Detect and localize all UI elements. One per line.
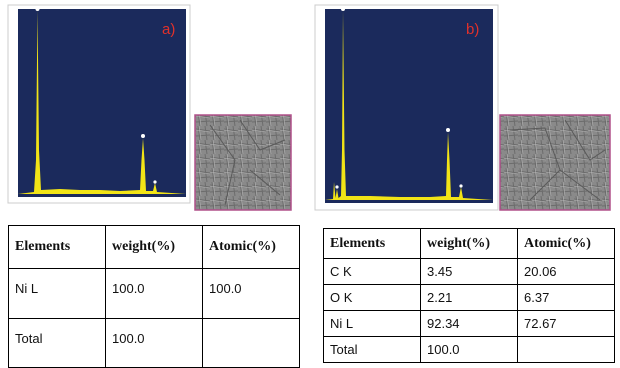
header-cell: weight(%) [421, 229, 518, 259]
micrograph-b [500, 115, 610, 210]
table-cell: 92.34 [421, 311, 518, 337]
spectrum-a: a) [8, 5, 190, 203]
table-cell: Ni L [9, 269, 106, 319]
header-cell: Atomic(%) [203, 226, 300, 269]
header-cell: Elements [324, 229, 421, 259]
table-cell: 100.0 [421, 337, 518, 363]
table-cell: 3.45 [421, 259, 518, 285]
header-cell: Atomic(%) [518, 229, 615, 259]
micrograph-a [195, 115, 291, 210]
table-cell: Total [9, 319, 106, 368]
header-cell: weight(%) [106, 226, 203, 269]
panel-label: a) [162, 21, 175, 38]
table-cell: O K [324, 285, 421, 311]
table-cell: 20.06 [518, 259, 615, 285]
table-cell: 2.21 [421, 285, 518, 311]
table-cell: 100.0 [106, 319, 203, 368]
table-cell: C K [324, 259, 421, 285]
table-cell: Ni L [324, 311, 421, 337]
table-cell: 72.67 [518, 311, 615, 337]
table-cell [203, 319, 300, 368]
panel-label: b) [466, 21, 479, 38]
table-cell: 100.0 [203, 269, 300, 319]
table-cell: Total [324, 337, 421, 363]
figure: a) b) [0, 0, 620, 222]
table-cell: 100.0 [106, 269, 203, 319]
table-cell [518, 337, 615, 363]
spectrum-b: b) [315, 5, 498, 210]
table-cell: 6.37 [518, 285, 615, 311]
page: {"panels": [{"label": "a)"}, {"label": "… [0, 0, 620, 367]
header-cell: Elements [9, 226, 106, 269]
